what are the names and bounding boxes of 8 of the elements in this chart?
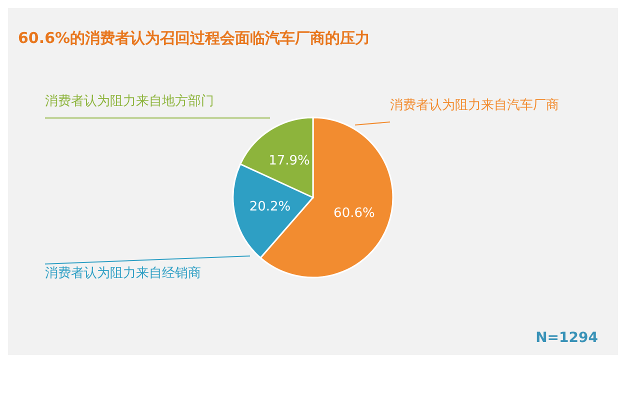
- text: N=1294: [536, 330, 598, 346]
- slice-label: 消费者认为阻力来自汽车厂商: [390, 98, 559, 113]
- data-label: 20.2%: [249, 200, 291, 215]
- data-label: 17.9%: [268, 153, 310, 168]
- slice-label: 消费者认为阻力来自经销商: [45, 266, 201, 281]
- data-label: 60.6%: [334, 206, 375, 221]
- chart-title: 60.6%的消费者认为召回过程会面临汽车厂商的压力: [18, 29, 370, 47]
- slice-label: 消费者认为阻力来自地方部门: [45, 93, 214, 109]
